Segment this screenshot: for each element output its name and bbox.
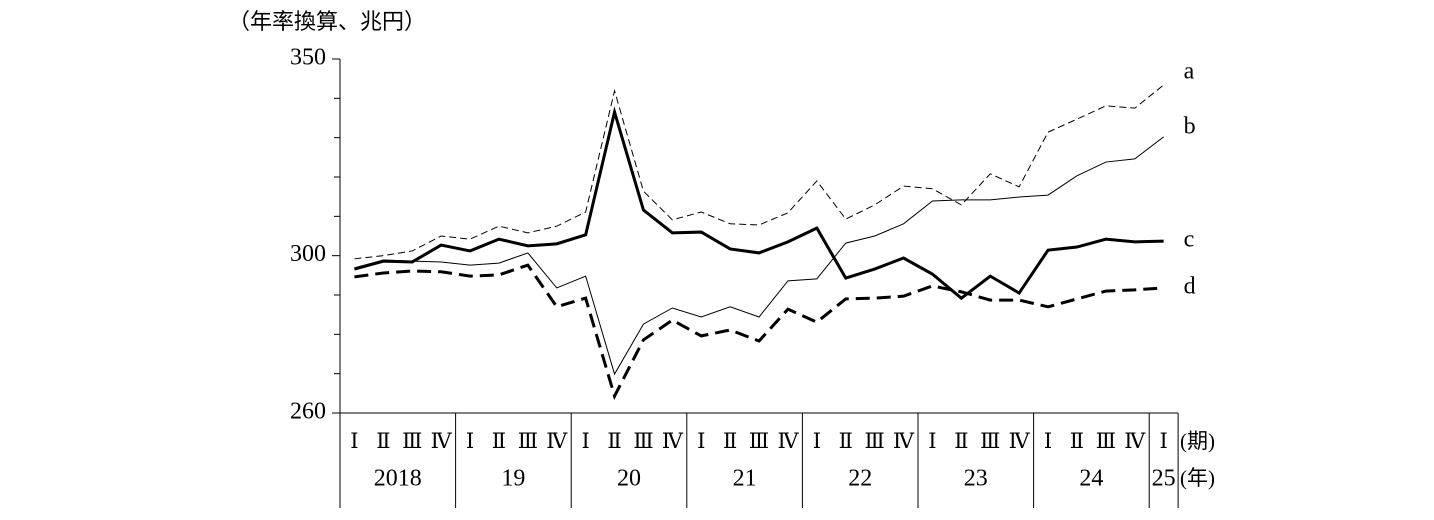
series-label: a bbox=[1184, 58, 1195, 84]
x-tick-label: Ⅲ bbox=[633, 429, 653, 453]
series-line bbox=[354, 263, 1164, 401]
group-label: 24 bbox=[1079, 466, 1103, 492]
x-tick-label: Ⅱ bbox=[376, 429, 390, 453]
x-tick-label: Ⅱ bbox=[492, 429, 506, 453]
x-tick-label: Ⅰ bbox=[697, 429, 705, 453]
series-line bbox=[354, 106, 1164, 301]
x-tick-label: Ⅲ bbox=[402, 429, 422, 453]
x-tick-label: Ⅰ bbox=[582, 429, 590, 453]
x-tick-label: Ⅳ bbox=[1009, 429, 1031, 453]
x-tick-label: Ⅰ bbox=[1044, 429, 1052, 453]
group-axis-label: (年) bbox=[1180, 466, 1215, 490]
x-axis-label: (期) bbox=[1180, 429, 1215, 453]
series-label: b bbox=[1184, 113, 1196, 139]
group-label: 19 bbox=[501, 466, 525, 492]
group-label: 20 bbox=[617, 466, 641, 492]
group-label: 21 bbox=[733, 466, 757, 492]
x-tick-label: Ⅲ bbox=[865, 429, 885, 453]
x-tick-label: Ⅱ bbox=[1070, 429, 1084, 453]
x-tick-label: Ⅱ bbox=[839, 429, 853, 453]
x-tick-label: Ⅳ bbox=[546, 429, 568, 453]
x-tick-label: Ⅱ bbox=[723, 429, 737, 453]
series-label: c bbox=[1184, 227, 1195, 253]
x-tick-label: Ⅰ bbox=[466, 429, 474, 453]
x-tick-label: Ⅳ bbox=[893, 429, 915, 453]
x-tick-label: Ⅲ bbox=[518, 429, 538, 453]
x-tick-label: Ⅳ bbox=[777, 429, 799, 453]
group-label: 23 bbox=[964, 466, 988, 492]
y-axis-label: （年率換算、兆円） bbox=[228, 9, 426, 34]
x-tick-label: Ⅰ bbox=[350, 429, 358, 453]
x-tick-label: Ⅰ bbox=[928, 429, 936, 453]
x-tick-label: Ⅲ bbox=[749, 429, 769, 453]
x-tick-label: Ⅱ bbox=[954, 429, 968, 453]
y-tick-label: 260 bbox=[290, 399, 326, 425]
x-tick-label: Ⅳ bbox=[431, 429, 453, 453]
y-tick-label: 350 bbox=[290, 45, 326, 71]
group-label: 2018 bbox=[374, 466, 422, 492]
x-tick-label: Ⅲ bbox=[1096, 429, 1116, 453]
group-label: 25 bbox=[1152, 466, 1176, 492]
series-label: d bbox=[1184, 273, 1196, 299]
x-tick-label: Ⅳ bbox=[1124, 429, 1146, 453]
y-tick-label: 300 bbox=[290, 241, 326, 267]
x-tick-label: Ⅰ bbox=[813, 429, 821, 453]
x-tick-label: Ⅲ bbox=[980, 429, 1000, 453]
series-line bbox=[354, 136, 1164, 376]
x-tick-label: Ⅱ bbox=[607, 429, 621, 453]
series-line bbox=[354, 84, 1164, 260]
group-label: 22 bbox=[848, 466, 872, 492]
x-tick-label: Ⅳ bbox=[662, 429, 684, 453]
x-tick-label: Ⅰ bbox=[1160, 429, 1168, 453]
